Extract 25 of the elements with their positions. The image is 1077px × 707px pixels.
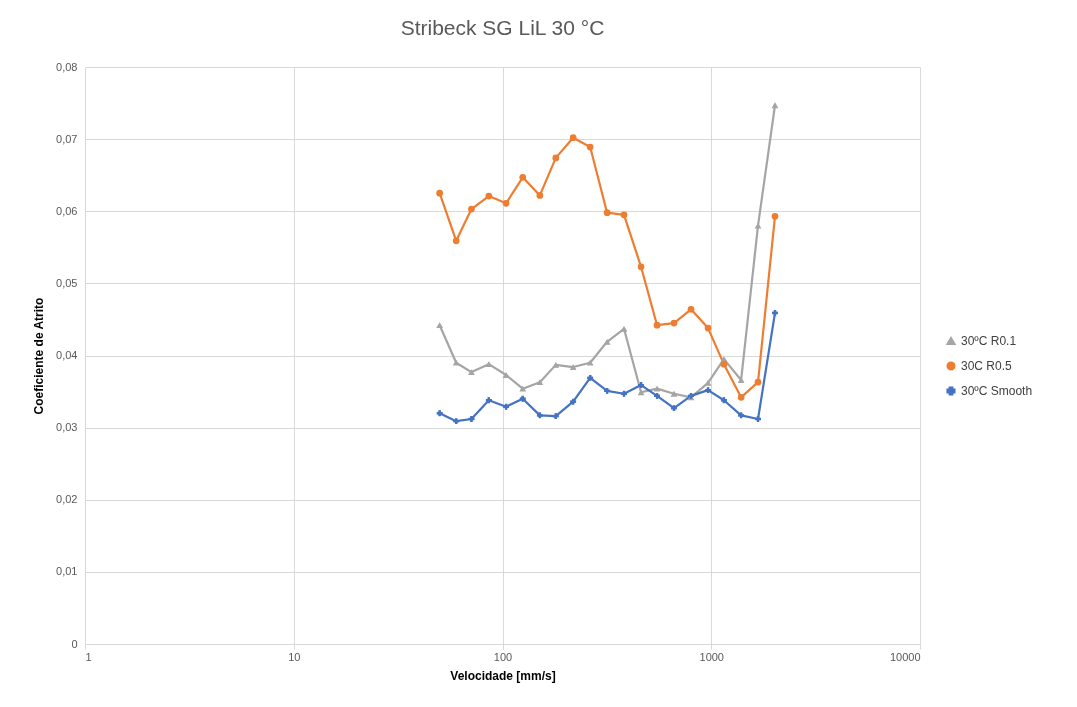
- y-tick-label: 0,07: [56, 132, 78, 145]
- x-axis-title: Velocidade [mm/s]: [450, 668, 556, 683]
- legend-label: 30ºC Smooth: [961, 384, 1033, 398]
- y-tick-label: 0,08: [56, 60, 78, 73]
- y-tick-label: 0,05: [56, 276, 78, 289]
- legend-label: 30C R0.5: [961, 359, 1013, 373]
- point: [755, 416, 761, 422]
- point: [468, 416, 475, 422]
- y-tick-label: 0,04: [56, 349, 78, 361]
- y-tick-label: 0,06: [56, 204, 78, 217]
- chart-title: Stribeck SG LiL 30 °C: [400, 16, 605, 39]
- x-tick-label: 1000: [699, 650, 724, 663]
- x-tick-label: 100: [493, 650, 513, 663]
- y-axis-title: Coeficiente de Atrito: [32, 297, 47, 415]
- x-tick-label: 10: [288, 650, 301, 663]
- y-tick-label: 0,02: [56, 493, 78, 506]
- y-tick-label: 0,03: [56, 421, 78, 434]
- point: [772, 309, 778, 316]
- x-tick-label: 1: [85, 650, 92, 663]
- point: [468, 369, 475, 375]
- y-tick-label: 0: [71, 637, 78, 650]
- y-tick-label: 0,01: [56, 565, 78, 578]
- legend-label: 30ºC R0.1: [961, 334, 1017, 348]
- point: [503, 403, 510, 410]
- x-tick-label: 10000: [889, 650, 921, 663]
